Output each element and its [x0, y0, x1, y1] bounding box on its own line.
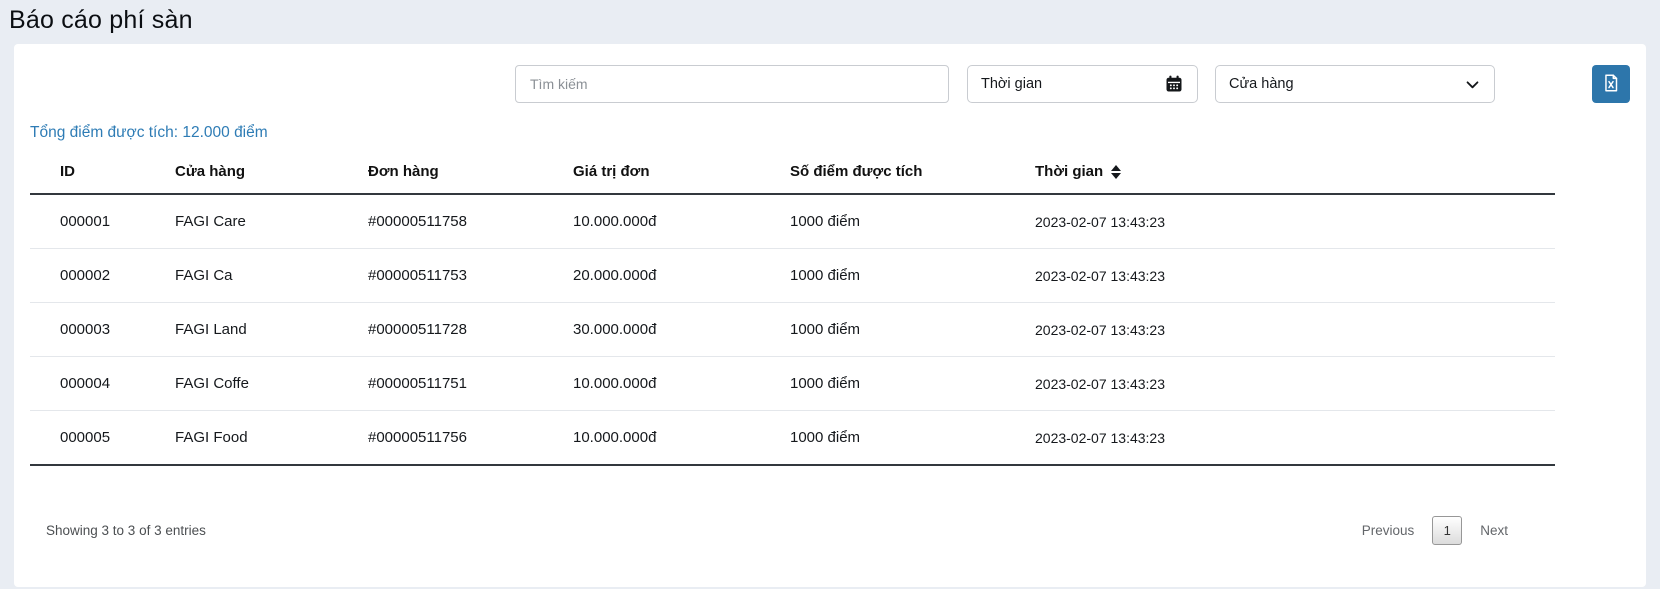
column-header-3: Đơn hàng: [368, 153, 573, 195]
pagination-next[interactable]: Next: [1480, 523, 1508, 538]
table-cell: #00000511751: [368, 356, 573, 411]
table-cell: FAGI Ca: [175, 248, 368, 303]
table-cell: FAGI Coffe: [175, 356, 368, 411]
sort-icon[interactable]: [1111, 165, 1122, 180]
table-cell: 1000 điểm: [790, 410, 1035, 466]
table-cell: 2023-02-07 13:43:23: [1035, 248, 1555, 303]
report-table: ID Cửa hàng Đơn hàng Giá trị đơn Số điểm đượ…: [30, 153, 1555, 466]
file-excel-icon: [1600, 72, 1622, 97]
column-header-1: ID: [30, 153, 175, 195]
column-header-label: Cửa hàng: [175, 163, 246, 180]
page-title: Báo cáo phí sàn: [9, 6, 193, 34]
column-header-label: Giá trị đơn: [573, 163, 650, 180]
table-cell: #00000511728: [368, 302, 573, 357]
export-excel-button[interactable]: [1592, 65, 1630, 103]
table-row: 000002 FAGI Ca #00000511753 20.000.000đ 1000…: [30, 248, 1555, 303]
column-header-label: Thời gian: [1035, 163, 1104, 180]
report-card: Thời gian Cửa hàng: [14, 44, 1646, 587]
pagination-previous[interactable]: Previous: [1361, 523, 1415, 538]
table-cell: 20.000.000đ: [573, 248, 790, 303]
table-cell: 000004: [30, 356, 175, 411]
table-cell: 2023-02-07 13:43:23: [1035, 194, 1555, 249]
table-row: 000003 FAGI Land #00000511728 30.000.000đ 10…: [30, 302, 1555, 357]
column-header-4: Giá trị đơn: [573, 153, 790, 195]
date-filter-label: Thời gian: [981, 76, 1043, 92]
chevron-down-icon: [1464, 76, 1481, 93]
table-cell: 000003: [30, 302, 175, 357]
table-header-row: ID Cửa hàng Đơn hàng Giá trị đơn Số điểm đượ…: [30, 153, 1555, 195]
table-cell: 000001: [30, 194, 175, 249]
table-cell: 000002: [30, 248, 175, 303]
table-body: 000001 FAGI Care #00000511758 10.000.000đ 10…: [30, 194, 1555, 466]
entries-info: Showing 3 to 3 of 3 entries: [46, 523, 206, 538]
table-cell: 000005: [30, 410, 175, 466]
date-filter[interactable]: Thời gian: [967, 65, 1198, 103]
table-cell: 1000 điểm: [790, 248, 1035, 303]
table-cell: FAGI Food: [175, 410, 368, 466]
search-input[interactable]: [515, 65, 949, 103]
column-header-5: Số điểm được tích: [790, 153, 1035, 195]
table-cell: FAGI Care: [175, 194, 368, 249]
table-cell: 1000 điểm: [790, 356, 1035, 411]
column-header-label: Số điểm được tích: [790, 163, 923, 180]
table-cell: 10.000.000đ: [573, 194, 790, 249]
total-points-summary: Tổng điểm được tích: 12.000 điểm: [30, 124, 268, 141]
table-cell: #00000511758: [368, 194, 573, 249]
table-cell: 2023-02-07 13:43:23: [1035, 410, 1555, 466]
table-footer: Showing 3 to 3 of 3 entries Previous 1 N…: [30, 516, 1630, 545]
pagination: Previous 1 Next: [1350, 516, 1520, 545]
table-cell: #00000511756: [368, 410, 573, 466]
column-header-label: ID: [60, 163, 75, 180]
filter-row: Thời gian Cửa hàng: [30, 65, 1630, 103]
table-cell: FAGI Land: [175, 302, 368, 357]
table-cell: 30.000.000đ: [573, 302, 790, 357]
table-cell: 10.000.000đ: [573, 356, 790, 411]
column-header-2: Cửa hàng: [175, 153, 368, 195]
table-cell: 1000 điểm: [790, 302, 1035, 357]
calendar-icon: [1164, 74, 1184, 94]
store-filter-select[interactable]: Cửa hàng: [1215, 65, 1495, 103]
column-header-label: Đơn hàng: [368, 163, 439, 180]
table-row: 000004 FAGI Coffe #00000511751 10.000.000đ 1…: [30, 356, 1555, 411]
table-cell: 10.000.000đ: [573, 410, 790, 466]
column-header-6[interactable]: Thời gian: [1035, 153, 1555, 195]
table-cell: 1000 điểm: [790, 194, 1035, 249]
table-cell: 2023-02-07 13:43:23: [1035, 356, 1555, 411]
store-filter-label: Cửa hàng: [1229, 76, 1294, 92]
pagination-page-1[interactable]: 1: [1432, 516, 1463, 545]
table-cell: 2023-02-07 13:43:23: [1035, 302, 1555, 357]
table-cell: #00000511753: [368, 248, 573, 303]
table-row: 000001 FAGI Care #00000511758 10.000.000đ 10…: [30, 194, 1555, 249]
table-row: 000005 FAGI Food #00000511756 10.000.000đ 10…: [30, 410, 1555, 466]
